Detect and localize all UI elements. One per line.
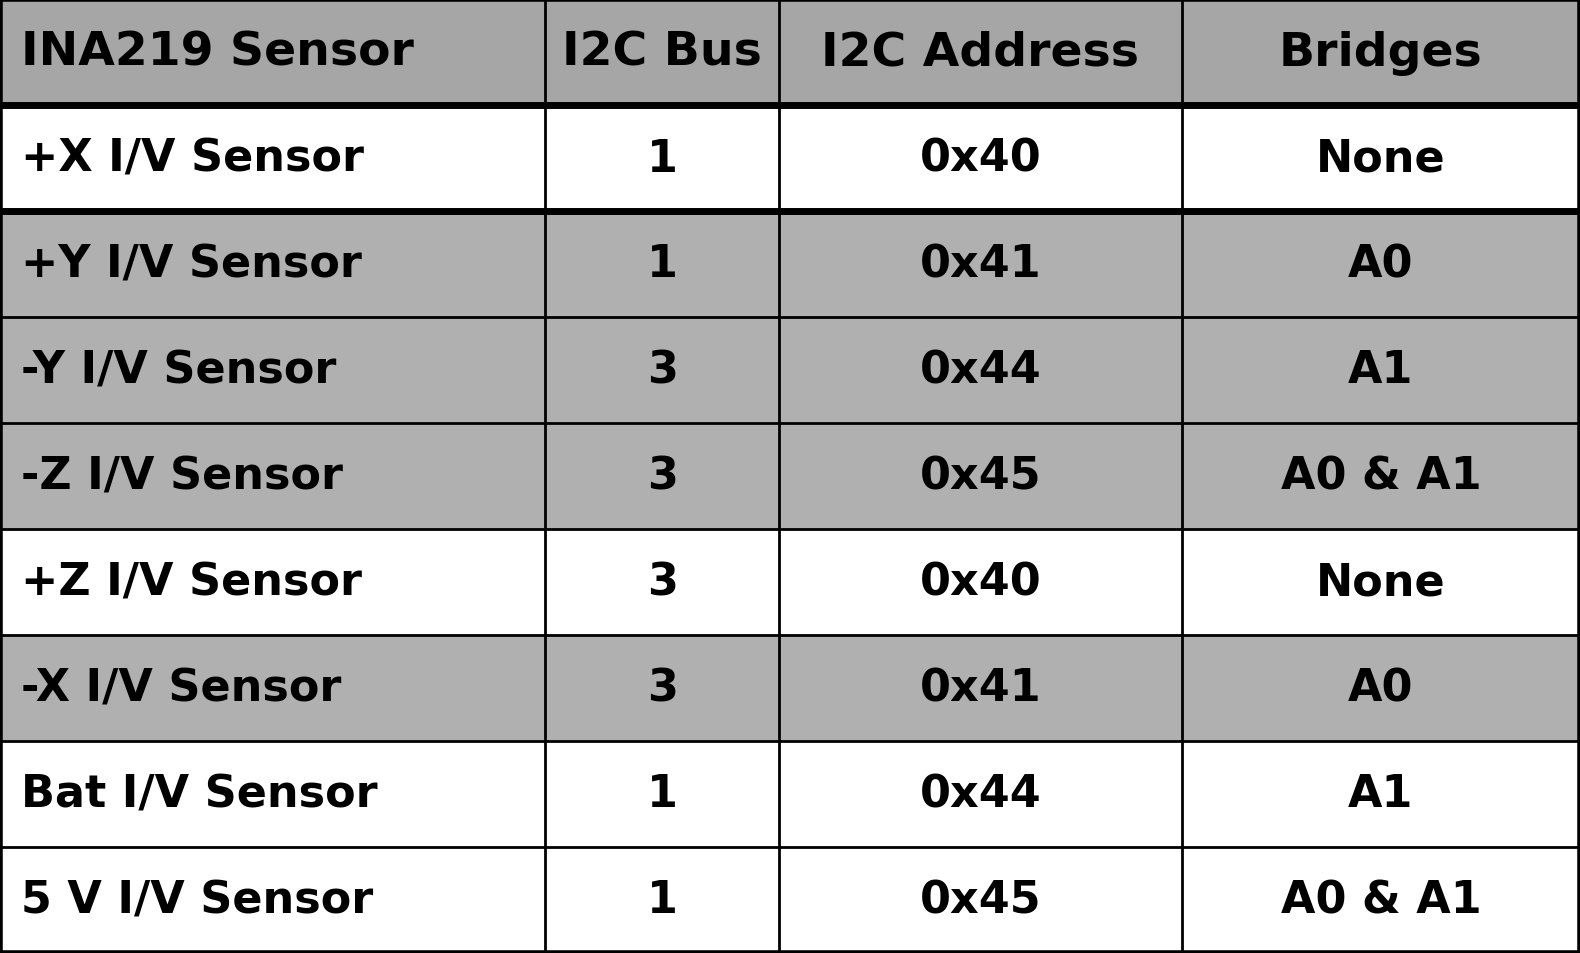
Text: None: None bbox=[1316, 561, 1446, 604]
Text: 3: 3 bbox=[646, 349, 678, 392]
Bar bbox=[779, 212, 1182, 317]
Text: A1: A1 bbox=[1348, 349, 1414, 392]
Bar bbox=[0, 847, 545, 953]
Text: 3: 3 bbox=[646, 667, 678, 710]
Text: A1: A1 bbox=[1348, 773, 1414, 816]
Text: 0x41: 0x41 bbox=[920, 667, 1041, 710]
Text: 0x40: 0x40 bbox=[920, 137, 1041, 180]
Bar bbox=[545, 847, 779, 953]
Bar bbox=[545, 0, 779, 106]
Text: +Z I/V Sensor: +Z I/V Sensor bbox=[21, 561, 362, 604]
Text: A0 & A1: A0 & A1 bbox=[1280, 879, 1482, 922]
Bar bbox=[0, 636, 545, 741]
Text: +X I/V Sensor: +X I/V Sensor bbox=[21, 137, 363, 180]
Bar bbox=[545, 741, 779, 847]
Text: 0x45: 0x45 bbox=[920, 879, 1041, 922]
Bar bbox=[779, 847, 1182, 953]
Bar bbox=[779, 636, 1182, 741]
Bar bbox=[0, 423, 545, 530]
Text: Bat I/V Sensor: Bat I/V Sensor bbox=[21, 773, 378, 816]
Bar bbox=[545, 636, 779, 741]
Bar bbox=[0, 212, 545, 317]
Text: A0: A0 bbox=[1348, 243, 1414, 286]
Bar bbox=[545, 212, 779, 317]
Text: 0x45: 0x45 bbox=[920, 455, 1041, 498]
Text: 1: 1 bbox=[646, 879, 678, 922]
Text: 0x40: 0x40 bbox=[920, 561, 1041, 604]
Text: 1: 1 bbox=[646, 773, 678, 816]
Text: A0: A0 bbox=[1348, 667, 1414, 710]
Text: 1: 1 bbox=[646, 137, 678, 180]
Bar bbox=[0, 741, 545, 847]
Text: I2C Address: I2C Address bbox=[822, 30, 1139, 75]
Bar bbox=[0, 530, 545, 636]
Text: -Z I/V Sensor: -Z I/V Sensor bbox=[21, 455, 343, 498]
Bar bbox=[779, 423, 1182, 530]
Text: 3: 3 bbox=[646, 561, 678, 604]
Bar bbox=[545, 423, 779, 530]
Bar bbox=[545, 106, 779, 212]
Bar bbox=[0, 106, 545, 212]
Bar bbox=[1182, 106, 1580, 212]
Text: -X I/V Sensor: -X I/V Sensor bbox=[21, 667, 341, 710]
Text: 0x41: 0x41 bbox=[920, 243, 1041, 286]
Bar bbox=[1182, 423, 1580, 530]
Bar bbox=[779, 317, 1182, 423]
Bar bbox=[1182, 847, 1580, 953]
Bar bbox=[0, 317, 545, 423]
Bar bbox=[779, 0, 1182, 106]
Bar bbox=[545, 317, 779, 423]
Text: A0 & A1: A0 & A1 bbox=[1280, 455, 1482, 498]
Text: I2C Bus: I2C Bus bbox=[562, 30, 762, 75]
Text: 0x44: 0x44 bbox=[920, 773, 1041, 816]
Bar bbox=[1182, 530, 1580, 636]
Bar bbox=[545, 530, 779, 636]
Bar bbox=[0, 0, 545, 106]
Bar bbox=[1182, 212, 1580, 317]
Text: -Y I/V Sensor: -Y I/V Sensor bbox=[21, 349, 337, 392]
Text: INA219 Sensor: INA219 Sensor bbox=[21, 30, 414, 75]
Bar bbox=[779, 530, 1182, 636]
Bar bbox=[1182, 636, 1580, 741]
Bar bbox=[1182, 741, 1580, 847]
Bar bbox=[1182, 0, 1580, 106]
Text: 1: 1 bbox=[646, 243, 678, 286]
Bar bbox=[1182, 317, 1580, 423]
Text: None: None bbox=[1316, 137, 1446, 180]
Text: 5 V I/V Sensor: 5 V I/V Sensor bbox=[21, 879, 373, 922]
Text: Bridges: Bridges bbox=[1280, 30, 1482, 75]
Text: 3: 3 bbox=[646, 455, 678, 498]
Bar bbox=[779, 741, 1182, 847]
Text: 0x44: 0x44 bbox=[920, 349, 1041, 392]
Text: +Y I/V Sensor: +Y I/V Sensor bbox=[21, 243, 362, 286]
Bar bbox=[779, 106, 1182, 212]
